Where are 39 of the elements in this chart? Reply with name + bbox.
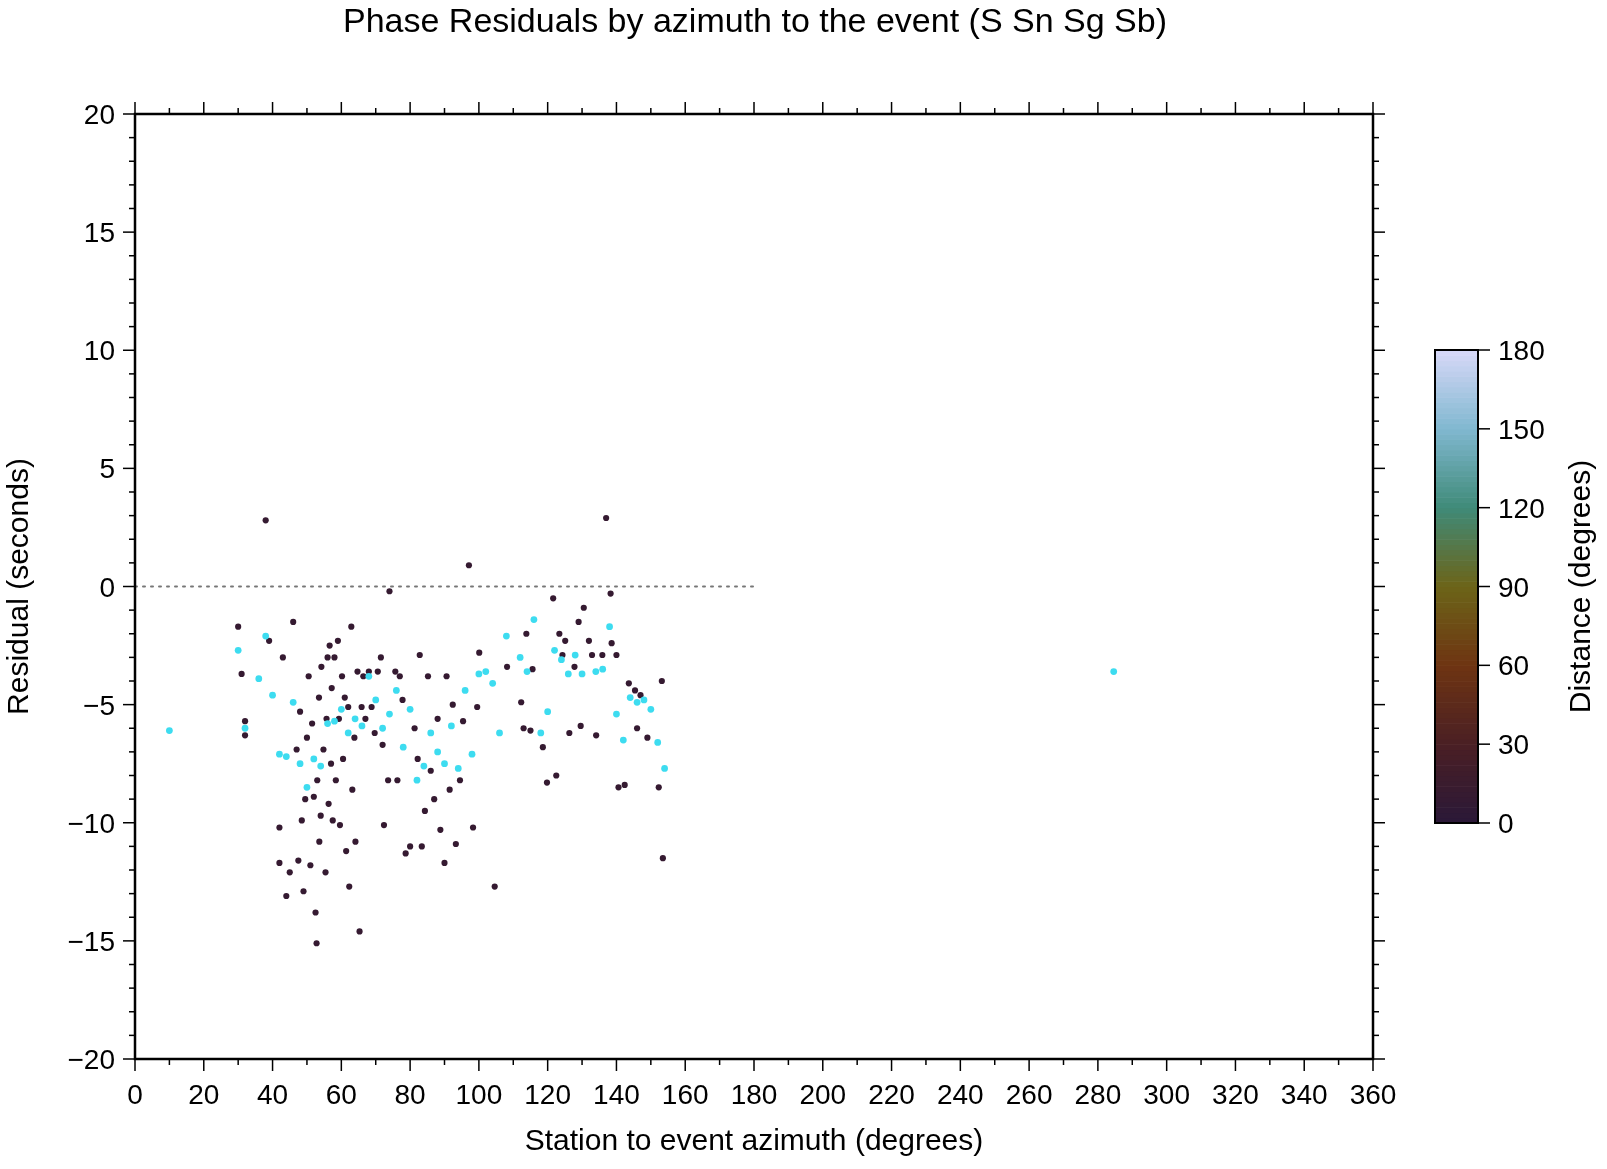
x-tick-label: 360 bbox=[1349, 1079, 1397, 1110]
y-tick-label: −10 bbox=[67, 807, 115, 839]
y-tick-label: 10 bbox=[83, 335, 115, 367]
x-axis-title: Station to event azimuth (degrees) bbox=[524, 1123, 984, 1156]
x-tick-label: 140 bbox=[593, 1079, 640, 1110]
y-tick-label: −5 bbox=[83, 689, 115, 721]
x-tick-label: 280 bbox=[1074, 1079, 1122, 1110]
y-tick-label: −20 bbox=[67, 1044, 115, 1075]
x-tick-label: 240 bbox=[936, 1079, 984, 1110]
y-tick-label: 15 bbox=[83, 217, 115, 249]
x-tick-label: 40 bbox=[256, 1079, 289, 1110]
x-tick-label: 180 bbox=[730, 1079, 778, 1110]
x-tick-label: 220 bbox=[868, 1079, 915, 1110]
color-bar-label: 30 bbox=[1498, 729, 1530, 761]
x-tick-label: 320 bbox=[1212, 1079, 1259, 1110]
color-bar-label: 0 bbox=[1498, 808, 1514, 839]
y-tick-label: 5 bbox=[99, 453, 115, 485]
x-tick-label: 100 bbox=[455, 1079, 503, 1110]
color-bar-label: 90 bbox=[1498, 571, 1530, 603]
x-tick-label: 120 bbox=[524, 1079, 572, 1110]
color-bar-label: 180 bbox=[1498, 335, 1545, 366]
chart-title: Phase Residuals by azimuth to the event (S Sn Sg Sb) bbox=[342, 1, 1168, 39]
x-tick-label: 300 bbox=[1143, 1079, 1191, 1110]
color-bar-label: 120 bbox=[1498, 492, 1545, 524]
y-axis-title: Residual (seconds) bbox=[1, 458, 34, 715]
y-tick-label: 0 bbox=[99, 571, 115, 603]
color-bar-label: 150 bbox=[1498, 413, 1545, 445]
x-tick-label: 20 bbox=[188, 1079, 220, 1110]
x-tick-label: 260 bbox=[1005, 1079, 1053, 1110]
color-bar-label: 60 bbox=[1498, 650, 1530, 682]
y-tick-label: 20 bbox=[83, 99, 115, 130]
x-tick-label: 0 bbox=[127, 1079, 143, 1110]
color-bar-title: Distance (degrees) bbox=[1563, 459, 1596, 714]
x-tick-label: 340 bbox=[1280, 1079, 1328, 1110]
x-tick-label: 200 bbox=[799, 1079, 847, 1110]
x-tick-label: 160 bbox=[661, 1079, 709, 1110]
x-tick-label: 80 bbox=[394, 1079, 426, 1110]
y-tick-label: −15 bbox=[67, 925, 115, 957]
x-tick-label: 60 bbox=[325, 1079, 357, 1110]
